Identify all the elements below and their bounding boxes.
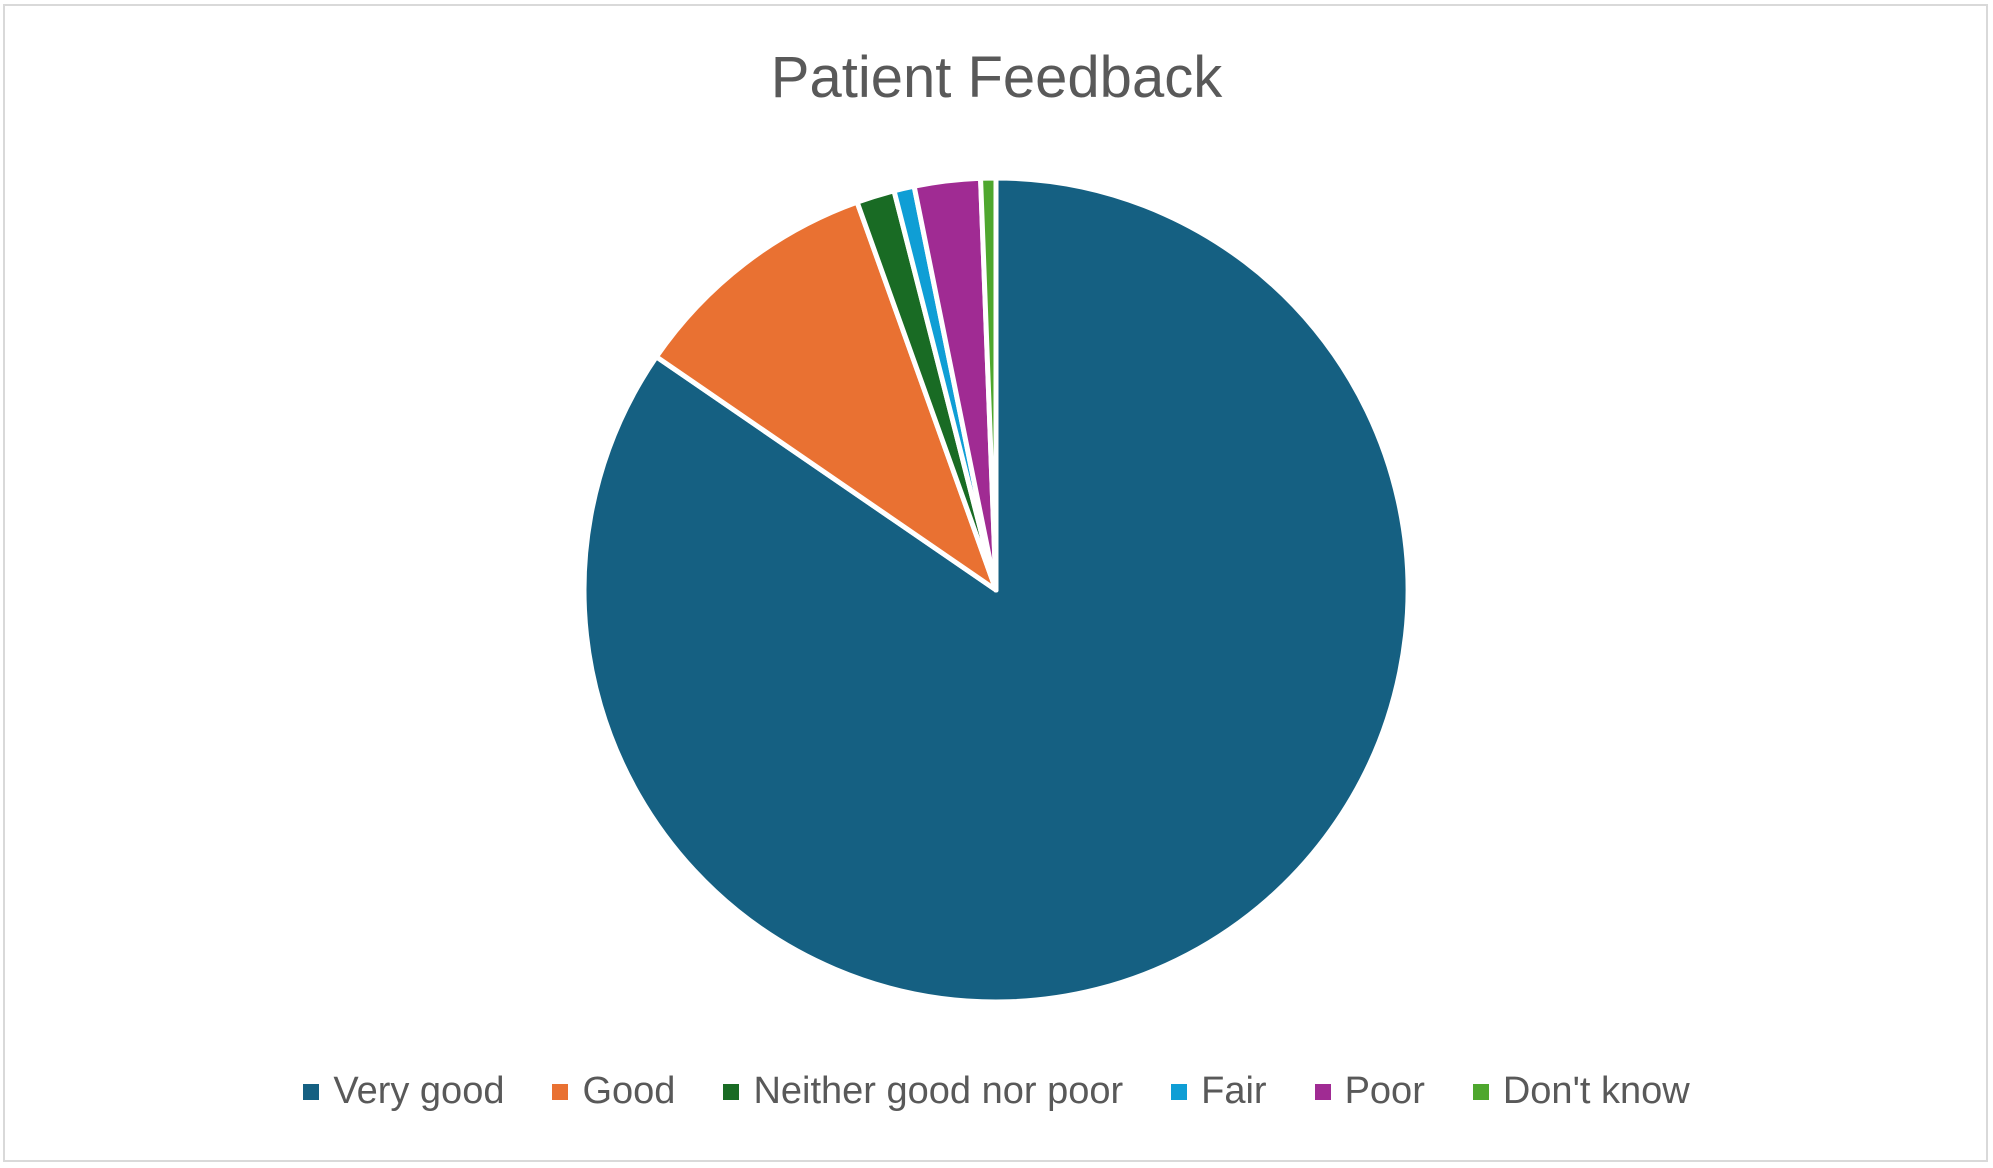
legend-item-good: Good	[552, 1070, 675, 1113]
legend-swatch	[552, 1083, 569, 1100]
legend: Very good Good Neither good nor poor Fair Po…	[0, 1070, 1993, 1113]
legend-label: Fair	[1201, 1070, 1267, 1112]
legend-item-neither-good-nor-poor: Neither good nor poor	[723, 1070, 1123, 1113]
legend-swatch	[1171, 1083, 1188, 1100]
legend-item-don-t-know: Don't know	[1472, 1070, 1690, 1113]
legend-swatch	[1472, 1083, 1489, 1100]
pie-slice-good	[653, 199, 999, 593]
legend-swatch	[303, 1083, 320, 1100]
legend-swatch	[723, 1083, 740, 1100]
legend-item-fair: Fair	[1171, 1070, 1267, 1113]
legend-item-very-good: Very good	[303, 1070, 504, 1113]
legend-label: Neither good nor poor	[753, 1070, 1124, 1112]
legend-label: Very good	[333, 1070, 505, 1112]
legend-label: Don't know	[1502, 1070, 1690, 1112]
pie-slice-don-t-know	[978, 175, 999, 593]
chart-title: Patient Feedback	[770, 45, 1223, 110]
legend-label: Poor	[1344, 1070, 1425, 1112]
legend-label: Good	[582, 1070, 676, 1112]
legend-item-poor: Poor	[1314, 1070, 1425, 1113]
legend-swatch	[1314, 1083, 1331, 1100]
